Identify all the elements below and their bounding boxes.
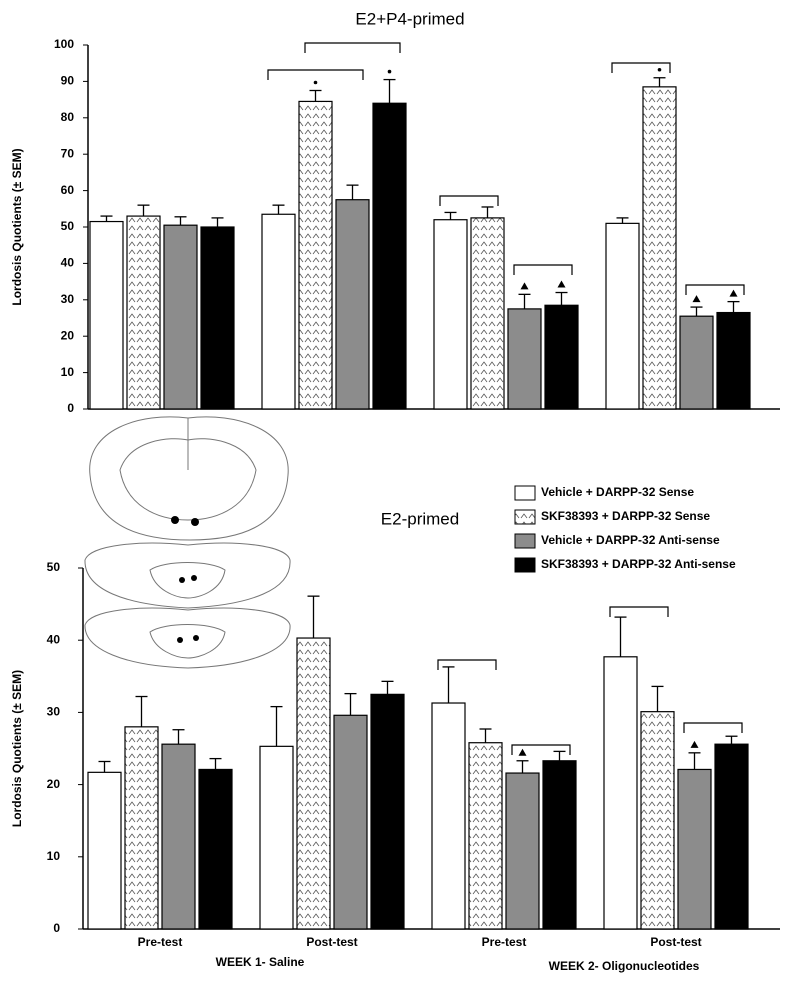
bar (677, 768, 712, 930)
significance-marker (692, 295, 701, 303)
y-tick-label: 20 (61, 328, 75, 342)
chart-title: E2-primed (381, 509, 459, 528)
bar (433, 219, 468, 410)
significance-marker (690, 740, 699, 748)
legend-swatch (514, 485, 536, 501)
bar (298, 100, 333, 410)
bar (507, 308, 542, 410)
bar (200, 226, 235, 410)
y-tick-label: 80 (61, 110, 75, 124)
legend-swatch (514, 533, 536, 549)
significance-bracket (683, 722, 743, 733)
significance-marker (557, 280, 566, 288)
significance-bracket (267, 69, 364, 80)
y-tick-label: 90 (61, 74, 75, 88)
significance-bracket (511, 744, 571, 755)
x-tick-label: Pre-test (138, 935, 183, 949)
y-tick-label: 0 (67, 401, 74, 415)
significance-bracket (437, 659, 497, 670)
y-axis-label: Lordosis Quotients (± SEM) (10, 148, 24, 305)
legend-swatch (514, 509, 536, 525)
legend-label: Vehicle + DARPP-32 Sense (541, 485, 694, 499)
significance-bracket (304, 42, 401, 53)
bar (87, 771, 122, 930)
bar (333, 714, 368, 930)
bar (505, 772, 540, 930)
y-tick-label: 40 (61, 256, 75, 270)
bar (640, 711, 675, 930)
bar (126, 215, 161, 410)
brain-sections (84, 416, 291, 669)
x-tick-label: Pre-test (482, 935, 527, 949)
significance-bracket (513, 264, 573, 275)
bar (642, 86, 677, 410)
bar (296, 637, 331, 930)
significance-marker (313, 80, 318, 85)
y-tick-label: 10 (47, 849, 61, 863)
significance-marker (657, 67, 662, 72)
bar (470, 217, 505, 410)
y-tick-label: 10 (61, 365, 75, 379)
group-label: WEEK 1- Saline (216, 955, 305, 969)
x-tick-label: Post-test (306, 935, 357, 949)
bar (163, 224, 198, 410)
legend-swatch (514, 557, 536, 573)
legend-label: SKF38393 + DARPP-32 Sense (541, 509, 710, 523)
bar (468, 742, 503, 930)
bar (679, 315, 714, 410)
y-tick-label: 50 (61, 219, 75, 233)
significance-marker (520, 282, 529, 290)
bar (124, 726, 159, 930)
significance-bracket (685, 284, 745, 295)
significance-marker (729, 289, 738, 297)
bar (261, 213, 296, 410)
legend-label: Vehicle + DARPP-32 Anti-sense (541, 533, 720, 547)
y-tick-label: 70 (61, 146, 75, 160)
bar (603, 656, 638, 930)
significance-marker (387, 69, 392, 74)
y-tick-label: 30 (61, 292, 75, 306)
y-tick-label: 30 (47, 705, 61, 719)
y-tick-label: 100 (54, 37, 74, 51)
y-tick-label: 50 (47, 560, 61, 574)
significance-bracket (609, 606, 669, 617)
y-tick-label: 0 (53, 921, 60, 935)
bar (372, 102, 407, 410)
significance-bracket (611, 62, 671, 73)
bar (161, 743, 196, 930)
y-tick-label: 40 (47, 632, 61, 646)
legend-label: SKF38393 + DARPP-32 Anti-sense (541, 557, 736, 571)
bar (370, 693, 405, 930)
bar (335, 199, 370, 410)
bar (605, 222, 640, 410)
bar (544, 304, 579, 410)
significance-marker (518, 748, 527, 756)
bar (198, 768, 233, 930)
bar (542, 760, 577, 930)
bar (714, 743, 749, 930)
y-axis-label: Lordosis Quotients (± SEM) (10, 670, 24, 827)
y-tick-label: 60 (61, 183, 75, 197)
significance-bracket (439, 195, 499, 206)
bar (89, 220, 124, 410)
bar (431, 702, 466, 930)
bar (716, 311, 751, 410)
y-tick-label: 20 (47, 777, 61, 791)
bar (259, 745, 294, 930)
chart-title: E2+P4-primed (355, 9, 464, 28)
group-label: WEEK 2- Oligonucleotides (549, 959, 700, 973)
x-tick-label: Post-test (650, 935, 701, 949)
